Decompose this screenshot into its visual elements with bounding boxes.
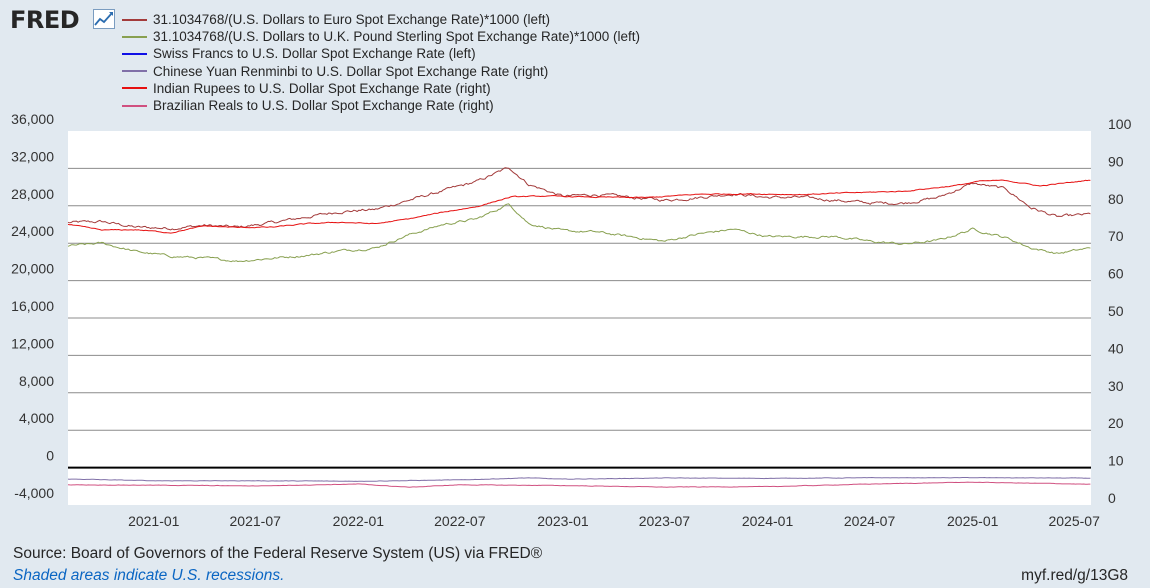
recession-note[interactable]: Shaded areas indicate U.S. recessions. [13,567,285,584]
series-line [67,481,1091,488]
right-tick-label: 30 [1108,378,1124,394]
right-tick-label: 60 [1108,266,1124,282]
series-line [67,477,1091,482]
legend-swatch [122,52,147,55]
right-tick-label: 20 [1108,415,1124,431]
x-tick-label: 2022-07 [434,513,486,529]
x-axis: 2021-01 2021-07 2022-01 2022-07 2023-01 2023-… [128,513,1100,529]
left-tick-label: -4,000 [14,485,54,501]
source-note: Source: Board of Governors of the Federa… [13,545,543,562]
legend-item-yuan[interactable]: Chinese Yuan Renminbi to U.S. Dollar Spo… [122,63,640,80]
legend-label: 31.1034768/(U.S. Dollars to U.K. Pound S… [153,29,641,45]
x-tick-label: 2022-01 [333,513,385,529]
legend-swatch [122,104,147,107]
right-tick-label: 80 [1108,191,1124,207]
x-tick-label: 2021-01 [128,513,180,529]
left-tick-label: 16,000 [11,298,54,314]
x-tick-label: 2021-07 [230,513,282,529]
series-line [67,179,1091,234]
legend-label: 31.1034768/(U.S. Dollars to Euro Spot Ex… [153,12,550,27]
right-tick-label: 10 [1108,453,1124,469]
right-tick-label: 50 [1108,303,1124,319]
series-line [67,167,1091,231]
left-tick-label: 0 [46,448,54,464]
x-tick-label: 2024-07 [844,513,896,529]
legend-label: Chinese Yuan Renminbi to U.S. Dollar Spo… [153,63,549,79]
legend-item-real[interactable]: Brazilian Reals to U.S. Dollar Spot Exch… [122,97,640,114]
legend-label: Swiss Francs to U.S. Dollar Spot Exchang… [153,46,476,62]
x-tick-label: 2024-01 [742,513,794,529]
series-line [67,203,1091,263]
chart-legend: 31.1034768/(U.S. Dollars to Euro Spot Ex… [122,11,640,114]
left-tick-label: 12,000 [11,335,54,351]
legend-item-swiss-franc[interactable]: Swiss Francs to U.S. Dollar Spot Exchang… [122,45,640,62]
legend-swatch [122,35,147,38]
left-tick-label: 20,000 [11,261,54,277]
gridlines [68,167,1091,431]
left-tick-label: 28,000 [11,186,54,202]
right-tick-label: 0 [1108,490,1116,506]
legend-label: Brazilian Reals to U.S. Dollar Spot Exch… [153,97,494,113]
legend-item-rupee[interactable]: Indian Rupees to U.S. Dollar Spot Exchan… [122,80,640,97]
left-tick-label: 4,000 [19,410,54,426]
legend-label: Indian Rupees to U.S. Dollar Spot Exchan… [153,80,491,96]
left-tick-label: 32,000 [11,148,54,164]
left-axis: -4,000 0 4,000 8,000 12,000 16,000 20,000 24,00… [11,111,54,501]
right-tick-label: 40 [1108,340,1124,356]
right-tick-label: 70 [1108,228,1124,244]
legend-swatch [122,87,147,90]
x-tick-label: 2023-07 [639,513,691,529]
legend-swatch [122,18,147,21]
left-tick-label: 8,000 [19,373,54,389]
legend-item-euro[interactable]: 31.1034768/(U.S. Dollars to Euro Spot Ex… [122,11,640,28]
right-tick-label: 90 [1108,153,1124,169]
x-tick-label: 2025-01 [947,513,999,529]
right-axis: 0 10 20 30 40 50 60 70 80 90 100 [1108,116,1132,506]
x-tick-label: 2023-01 [537,513,589,529]
legend-swatch [122,70,147,73]
right-tick-label: 100 [1108,116,1132,132]
line-chart-icon [93,9,115,29]
left-tick-label: 24,000 [11,223,54,239]
short-url[interactable]: myf.red/g/13G8 [1021,567,1128,584]
left-tick-label: 36,000 [11,111,54,127]
fred-logo[interactable]: FRED [10,6,80,34]
x-tick-label: 2025-07 [1048,513,1100,529]
legend-item-pound[interactable]: 31.1034768/(U.S. Dollars to U.K. Pound S… [122,28,640,45]
